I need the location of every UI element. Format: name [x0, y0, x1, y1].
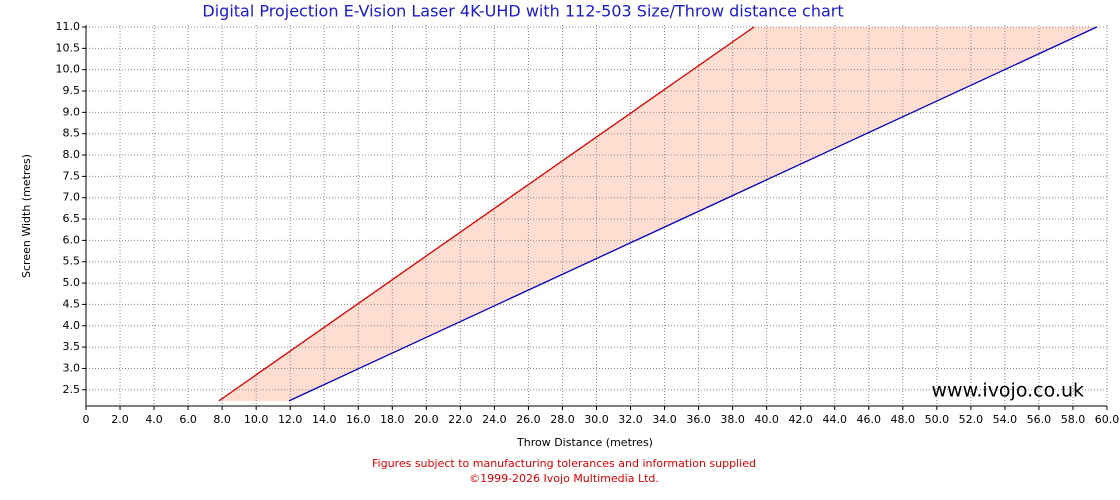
y-tick-label: 7.5: [63, 169, 81, 182]
x-tick-label: 14.0: [312, 413, 337, 426]
y-tick-label: 2.5: [63, 383, 81, 396]
y-tick-label: 7.0: [63, 191, 81, 204]
y-tick-label: 5.0: [63, 276, 81, 289]
y-tick-label: 4.0: [63, 319, 81, 332]
x-tick-label: 36.0: [686, 413, 711, 426]
y-tick-label: 9.5: [63, 84, 81, 97]
y-tick-label: 9.0: [63, 105, 81, 118]
x-tick-label: 50.0: [925, 413, 950, 426]
x-tick-label: 24.0: [482, 413, 507, 426]
x-tick-label: 12.0: [278, 413, 303, 426]
series-line: [218, 26, 755, 402]
x-tick-label: 56.0: [1027, 413, 1052, 426]
throw-range-area: [218, 27, 1097, 401]
x-tick-label: 10.0: [244, 413, 269, 426]
x-axis-label: Throw Distance (metres): [516, 436, 653, 449]
x-tick-label: 40.0: [754, 413, 779, 426]
y-tick-label: 11.0: [56, 20, 81, 33]
x-tick-label: 28.0: [550, 413, 575, 426]
x-tick-label: 38.0: [720, 413, 745, 426]
x-tick-label: 34.0: [652, 413, 677, 426]
x-tick-label: 22.0: [448, 413, 473, 426]
x-tick-label: 44.0: [822, 413, 847, 426]
y-tick-label: 3.5: [63, 340, 81, 353]
x-tick-label: 6.0: [179, 413, 197, 426]
x-tick-label: 18.0: [380, 413, 405, 426]
x-tick-label: 8.0: [213, 413, 231, 426]
y-tick-label: 6.0: [63, 233, 81, 246]
x-tick-label: 2.0: [111, 413, 129, 426]
x-tick-label: 54.0: [993, 413, 1018, 426]
y-axis-label: Screen Width (metres): [20, 154, 33, 278]
y-tick-label: 5.5: [63, 255, 81, 268]
x-tick-label: 20.0: [414, 413, 439, 426]
x-tick-label: 52.0: [959, 413, 984, 426]
y-tick-label: 8.0: [63, 148, 81, 161]
x-tick-label: 4.0: [145, 413, 163, 426]
footer-copyright: ©1999-2026 Ivojo Multimedia Ltd.: [469, 472, 659, 485]
y-tick-label: 4.5: [63, 297, 81, 310]
y-tick-label: 10.0: [56, 63, 81, 76]
x-tick-label: 16.0: [346, 413, 371, 426]
x-tick-label: 60.0: [1095, 413, 1120, 426]
x-tick-label: 46.0: [857, 413, 882, 426]
x-tick-label: 58.0: [1061, 413, 1086, 426]
x-tick-label: 26.0: [516, 413, 541, 426]
x-tick-label: 32.0: [618, 413, 643, 426]
x-tick-label: 30.0: [584, 413, 609, 426]
y-tick-label: 10.5: [56, 41, 81, 54]
x-tick-label: 48.0: [891, 413, 916, 426]
chart-title: Digital Projection E-Vision Laser 4K-UHD…: [202, 2, 843, 21]
footer-note: Figures subject to manufacturing toleran…: [372, 457, 756, 470]
y-tick-label: 6.5: [63, 212, 81, 225]
series-line: [288, 26, 1098, 402]
x-tick-label: 0: [83, 413, 90, 426]
y-tick-label: 8.5: [63, 127, 81, 140]
watermark: www.ivojo.co.uk: [932, 380, 1085, 402]
y-tick-label: 3.0: [63, 361, 81, 374]
x-tick-label: 42.0: [788, 413, 813, 426]
